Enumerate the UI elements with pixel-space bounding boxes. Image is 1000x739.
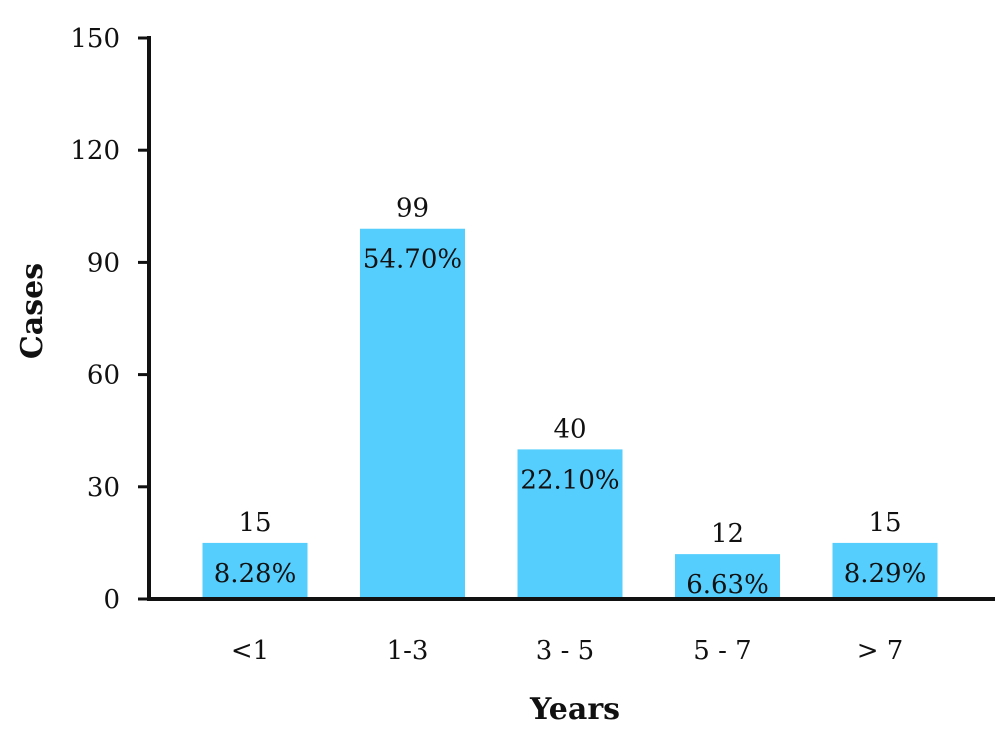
bar-value-label: 99	[396, 194, 429, 224]
y-tick-label: 30	[87, 473, 120, 503]
bars-group	[202, 228, 938, 600]
y-axis-ticks: 0 30 60 90 120 150	[70, 24, 149, 615]
x-axis-ticks: <1 1-3 3 - 5 5 - 7 > 7	[231, 636, 903, 666]
y-tick-label: 60	[87, 361, 120, 391]
data-labels: 15 8.28% 99 54.70% 40 22.10% 12 6.63% 15 8.29%	[214, 194, 927, 600]
bar-percent-label: 8.29%	[844, 559, 927, 589]
x-tick-label: > 7	[857, 636, 904, 666]
x-tick-label: 5 - 7	[693, 636, 751, 666]
x-tick-label: <1	[231, 636, 269, 666]
bar-value-label: 15	[868, 508, 901, 538]
bar-value-label: 15	[238, 508, 271, 538]
x-axis-title: Years	[529, 692, 620, 727]
bar	[360, 228, 465, 600]
y-axis-title: Cases	[15, 263, 50, 359]
y-tick-label: 90	[87, 248, 120, 278]
y-tick-label: 150	[70, 24, 120, 54]
bar-percent-label: 8.28%	[214, 559, 297, 589]
bar-percent-label: 22.10%	[520, 465, 619, 495]
bar-percent-label: 54.70%	[363, 245, 462, 275]
x-tick-label: 1-3	[387, 636, 429, 666]
bar	[517, 449, 623, 599]
bar-value-label: 12	[711, 519, 744, 549]
x-tick-label: 3 - 5	[536, 636, 594, 666]
y-tick-label: 120	[70, 136, 120, 166]
bar-percent-label: 6.63%	[686, 570, 769, 600]
bar	[202, 542, 308, 599]
bar	[675, 554, 780, 599]
bar	[832, 542, 938, 599]
y-tick-label: 0	[103, 585, 120, 615]
bar-value-label: 40	[553, 414, 586, 444]
